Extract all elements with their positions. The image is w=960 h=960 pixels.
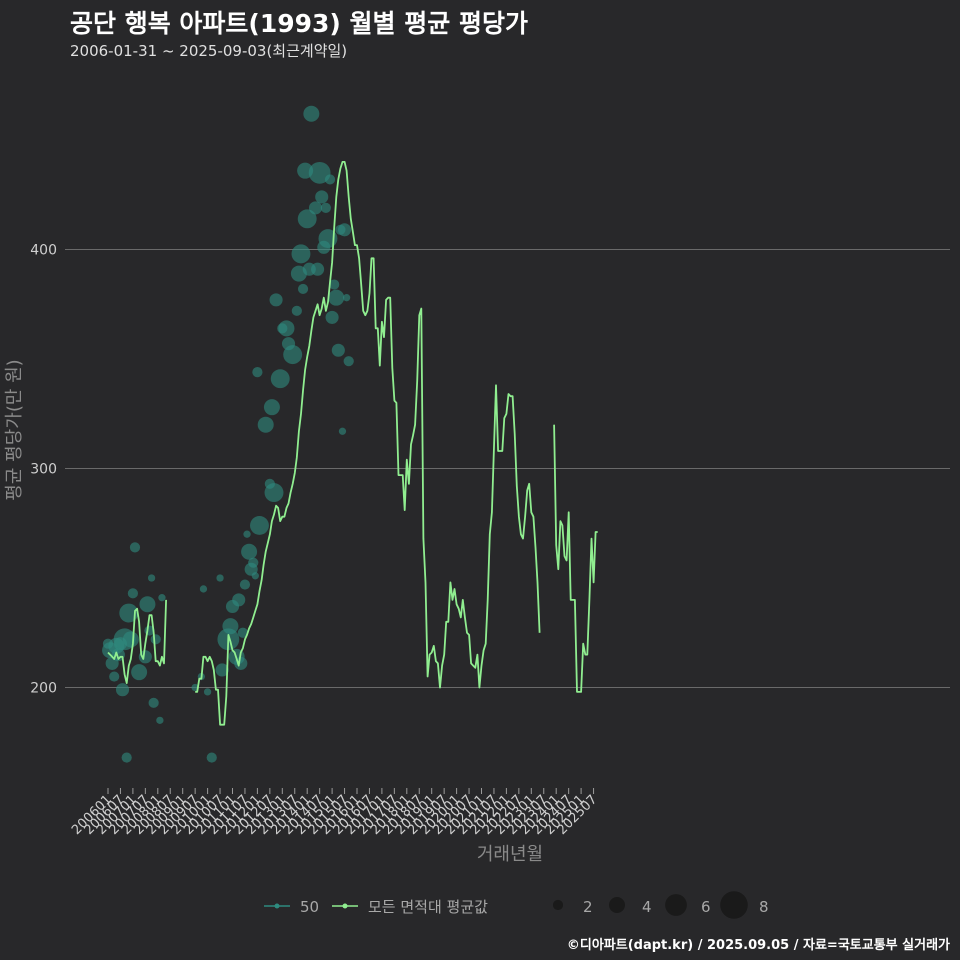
data-point xyxy=(232,593,246,607)
data-point xyxy=(338,427,347,435)
data-point xyxy=(131,664,148,681)
data-point xyxy=(291,305,302,316)
data-point xyxy=(264,483,284,503)
data-point xyxy=(283,345,303,365)
data-point xyxy=(222,618,239,635)
average-line-segment xyxy=(107,599,167,684)
data-point xyxy=(311,262,325,276)
data-point xyxy=(325,310,339,324)
x-axis-label: 거래년월 xyxy=(477,844,543,865)
data-point xyxy=(203,688,212,696)
data-point xyxy=(252,367,263,378)
data-point xyxy=(156,716,164,724)
legend-size-label: 8 xyxy=(759,898,769,916)
data-point xyxy=(147,574,156,582)
data-point xyxy=(148,697,159,708)
average-line xyxy=(107,161,598,726)
data-point xyxy=(315,190,329,204)
data-point xyxy=(270,369,290,389)
legend-50-marker xyxy=(274,903,280,909)
data-point xyxy=(303,105,320,122)
legend-avg-marker xyxy=(342,903,348,909)
data-point xyxy=(269,293,283,307)
average-line-segment xyxy=(553,424,598,693)
data-point xyxy=(257,416,274,433)
data-point xyxy=(248,557,259,568)
data-point xyxy=(239,579,251,590)
legend-size-4 xyxy=(609,897,625,913)
chart-subtitle: 2006-01-31 ~ 2025-09-03(최근계약일) xyxy=(70,42,348,60)
data-point xyxy=(308,201,323,215)
legend-avg-label: 모든 면적대 평균값 xyxy=(368,898,488,916)
data-point xyxy=(237,627,248,638)
data-point xyxy=(297,283,309,295)
data-point xyxy=(206,752,217,763)
data-point xyxy=(127,588,138,599)
data-point xyxy=(320,202,331,213)
data-point xyxy=(250,515,269,535)
data-point xyxy=(150,634,161,645)
legend-50-label: 50 xyxy=(300,898,319,916)
data-point xyxy=(216,574,224,582)
data-point xyxy=(243,530,251,538)
legend-size-label: 6 xyxy=(701,898,711,916)
average-line-segment xyxy=(195,161,541,726)
data-point xyxy=(158,594,166,602)
chart-title: 공단 행복 아파트(1993) 월별 평균 평당가 xyxy=(70,9,528,38)
data-point xyxy=(139,596,156,613)
legend-size-label: 4 xyxy=(642,898,652,916)
x-axis-ticks: 2006012006072007012007072008012008072009… xyxy=(69,788,600,838)
data-point xyxy=(278,320,295,337)
legend-size-6 xyxy=(665,894,687,916)
data-point xyxy=(119,603,139,623)
y-axis-label: 평균 평당가(만 원) xyxy=(4,359,25,500)
y-tick-label: 400 xyxy=(30,243,57,259)
legend-size-8 xyxy=(720,891,748,919)
area-50-points xyxy=(102,105,354,763)
data-point xyxy=(328,289,345,306)
data-point xyxy=(342,294,351,302)
data-point xyxy=(263,399,280,416)
data-point xyxy=(331,343,345,357)
y-tick-label: 300 xyxy=(30,462,57,478)
data-point xyxy=(199,585,208,593)
y-axis-ticks: 200 300 400 xyxy=(30,243,57,697)
data-point xyxy=(109,671,120,682)
data-point xyxy=(338,223,352,237)
legend: 50 모든 면적대 평균값 2 4 6 8 xyxy=(264,891,769,919)
data-point xyxy=(291,244,311,264)
data-point xyxy=(241,543,258,560)
footer-credit: ©디아파트(dapt.kr) / 2025.09.05 / 자료=국토교통부 실… xyxy=(566,938,950,953)
data-point xyxy=(115,683,130,697)
data-point xyxy=(329,279,340,290)
data-point xyxy=(251,572,259,580)
data-point xyxy=(343,356,354,367)
grid-lines xyxy=(65,249,950,688)
data-point xyxy=(215,663,229,677)
y-tick-label: 200 xyxy=(30,681,57,697)
data-point xyxy=(324,174,336,185)
data-point xyxy=(121,752,132,763)
legend-size-2 xyxy=(552,899,564,911)
legend-size-label: 2 xyxy=(583,898,593,916)
data-point xyxy=(122,631,139,648)
data-point xyxy=(129,542,141,553)
data-point xyxy=(138,650,152,664)
data-point xyxy=(297,209,317,229)
